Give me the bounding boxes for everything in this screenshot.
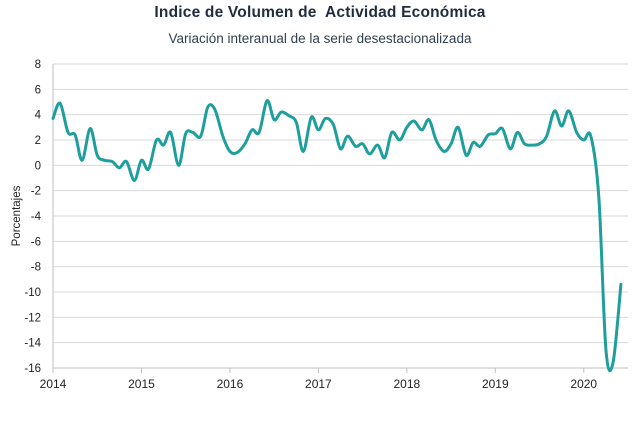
x-tick-label: 2014 (40, 377, 67, 391)
y-tick-label: -2 (31, 186, 41, 198)
x-tick-label: 2016 (217, 377, 244, 391)
chart-subtitle: Variación interanual de la serie desesta… (168, 31, 472, 46)
y-tick-label: 4 (35, 110, 42, 122)
y-tick-label: -4 (31, 211, 42, 223)
x-tick-labels: 2014 2015 2016 2017 2018 2019 2020 (40, 377, 598, 391)
y-axis-label: Porcentajes (11, 185, 23, 246)
y-tick-label: -16 (24, 363, 41, 375)
y-tick-label: 8 (35, 59, 41, 71)
series-group (51, 99, 623, 373)
x-tick-label: 2018 (393, 377, 420, 391)
axes (52, 64, 628, 373)
y-tick-label: -8 (31, 262, 41, 274)
y-tick-label: 2 (35, 135, 41, 147)
x-tick-label: 2017 (305, 377, 332, 391)
chart-title: Indice de Volumen de Actividad Económica (154, 4, 486, 21)
gridlines (53, 63, 628, 369)
y-tick-label: 6 (35, 84, 41, 96)
y-tick-label: -6 (31, 236, 41, 248)
y-tick-label: -12 (24, 312, 41, 324)
y-tick-label: 0 (35, 160, 41, 172)
y-tick-label: -10 (24, 287, 41, 299)
y-tick-label: -14 (24, 338, 41, 350)
series-line (51, 99, 623, 373)
x-tick-label: 2015 (128, 377, 155, 391)
x-tick-label: 2019 (482, 377, 509, 391)
x-tick-label: 2020 (570, 377, 597, 391)
y-tick-labels: 8 6 4 2 0 -2 -4 -6 -8 -10 -12 -14 -16 (24, 59, 41, 375)
